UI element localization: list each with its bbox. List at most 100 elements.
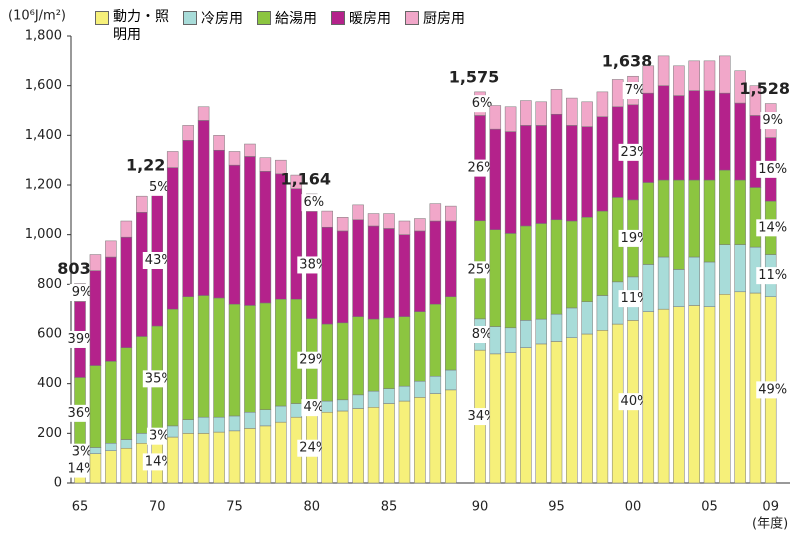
percent-label-text: 40% [621,394,650,409]
bar-segment [244,156,256,306]
bar-segment [197,120,210,296]
bar-segment [566,220,578,309]
bar-segment [550,341,563,484]
percent-label-text: 11% [621,291,650,306]
bar-segment [504,327,517,353]
total-label: 1,528 [739,79,790,98]
x-tick-label: 09 [762,500,779,515]
bar-segment [550,313,563,342]
bar-segment [489,128,502,230]
percent-label-bg [756,219,790,237]
bar-segment [673,269,685,307]
bar-segment [398,385,411,402]
percent-label: 9% [760,112,786,130]
bar-segment [673,179,685,270]
bar-segment [336,230,349,324]
bar-segment [367,318,380,392]
bar-segment [673,95,685,181]
bar-segment [321,210,333,228]
bar-segment [244,143,256,157]
bar-segment [719,294,731,484]
y-axis-title: (10⁶J/m²) [8,9,66,24]
bar-segment [367,225,380,320]
bar-segment [703,60,716,91]
bar-segment [383,403,395,484]
bar-segment [244,428,256,484]
bar-segment [182,296,194,420]
percent-label-text: 3% [72,445,93,460]
legend-label: 厨房用 [423,11,465,27]
legend-label: 給湯用 [275,11,317,27]
bar-segment [581,217,593,302]
bar-segment [520,125,532,227]
bar-segment [105,256,117,362]
bar-segment [89,270,102,366]
bar-segment [136,195,148,213]
bar-segment [336,399,349,412]
x-tick-label: 65 [72,500,89,515]
bar-segment [182,125,194,141]
bar-segment [398,234,411,317]
total-label: 1,575 [449,67,500,86]
y-tick-label: 1,600 [25,78,62,93]
legend: 動力・照明用 冷房用 給湯用 暖房用 厨房用 [95,8,465,44]
bar-segment [566,97,578,126]
percent-label-text: 7% [625,83,646,98]
bar-segment [228,303,241,417]
bar-segment [275,159,287,175]
percent-label-bg [146,427,172,445]
percent-label-bg [756,160,790,178]
bar-segment [120,236,133,348]
x-axis-unit: (年度) [752,516,788,532]
bar-segment [657,179,670,258]
percent-label-text: 23% [621,145,650,160]
percent-label-bg [146,178,172,196]
bar-segment [367,390,380,408]
bar-segment [321,323,333,402]
bar-segment [520,347,532,484]
percent-label-text: 24% [299,441,328,456]
bar-segment [321,411,333,484]
x-tick-label: 95 [548,500,565,515]
total-label: 803 [57,259,90,278]
bar-segment [213,431,225,484]
y-tick-label: 1,400 [25,128,62,143]
bar-segment [259,171,272,304]
percent-label-text: 6% [472,96,493,111]
bar-segment [367,407,380,484]
bar-segment [581,126,593,218]
bar-segment [414,218,426,232]
bar-segment [290,403,303,418]
percent-label-text: 5% [149,180,170,195]
percent-label: 6% [469,95,495,113]
bar-segment [182,419,194,434]
bar-segment [550,89,563,115]
y-tick-label: 1,200 [25,178,62,193]
bar-segment [213,149,225,299]
percent-label-text: 29% [299,353,328,368]
percent-label-text: 26% [468,161,497,176]
bar-segment [321,226,333,325]
bar-segment [688,179,700,258]
percent-label: 3% [69,443,95,461]
bar-segment [398,316,411,387]
bar-segment [535,343,547,484]
y-tick-label: 1,800 [25,29,62,44]
bar-segment [611,79,624,108]
bar-segment [213,416,225,433]
legend-swatch [257,11,271,25]
bar-segment [352,204,364,221]
bar-segment [89,453,102,484]
bar-segment [688,90,700,181]
bar-segment [504,131,517,234]
percent-label: 8% [469,325,495,343]
bar-segment [166,436,179,484]
bar-segment [445,369,457,391]
bar-segment [275,298,287,407]
bar-segment [383,213,395,229]
bar-segment [352,394,364,409]
bar-segment [642,65,655,94]
bar-segment [657,308,670,484]
bar-segment [89,447,102,454]
